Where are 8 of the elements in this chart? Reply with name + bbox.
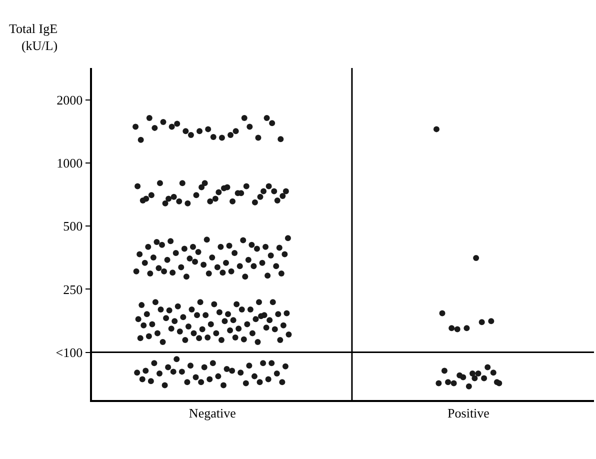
y-tick-label: 1000 xyxy=(56,156,83,171)
y-axis-title: Total IgE (kU/L) xyxy=(9,21,58,53)
y-tick-label: 250 xyxy=(63,282,83,297)
y-tick-label: 2000 xyxy=(56,92,83,108)
y-tick-label: <100 xyxy=(56,344,83,360)
y-tick-label: 500 xyxy=(63,218,83,234)
x-tick-label: Negative xyxy=(188,405,236,420)
x-tick-label: Positive xyxy=(448,405,490,420)
